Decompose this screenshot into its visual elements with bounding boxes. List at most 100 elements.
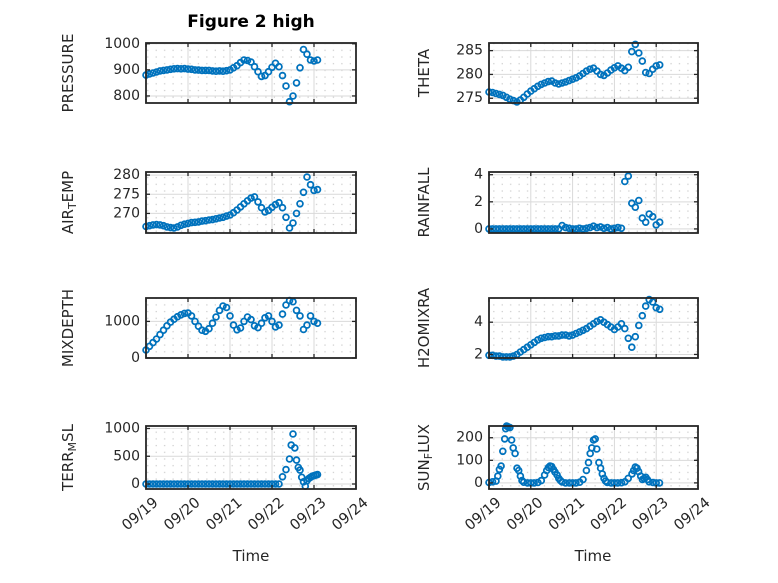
- x-tick-label: 09/19: [119, 495, 161, 534]
- data-point: [296, 312, 304, 320]
- data-point: [493, 472, 502, 480]
- data-point: [215, 306, 224, 315]
- y-tick-label: 200: [456, 430, 483, 446]
- y-tick-label: 0: [131, 476, 140, 492]
- data-point: [551, 332, 559, 340]
- data-point: [194, 218, 203, 226]
- y-tick-label: 2: [474, 194, 483, 210]
- data-point: [506, 423, 514, 432]
- data-point: [631, 40, 640, 49]
- data-point: [152, 68, 161, 76]
- data-point: [275, 321, 283, 329]
- data-point: [254, 198, 262, 206]
- x-tick-label: 09/23: [287, 495, 329, 534]
- data-point: [506, 225, 514, 233]
- data-point: [558, 79, 566, 87]
- y-axis-label: RAINFALL: [415, 167, 433, 238]
- tick-marks: [488, 298, 699, 358]
- data-point: [233, 480, 241, 488]
- data-point: [219, 480, 227, 488]
- data-point: [540, 79, 549, 87]
- data-point: [212, 215, 220, 223]
- data-point: [499, 353, 507, 361]
- y-tick-label: 275: [113, 186, 140, 202]
- data-point: [201, 480, 210, 488]
- data-point: [250, 62, 259, 71]
- data-point: [492, 89, 500, 98]
- data-point: [240, 317, 248, 326]
- data-point: [159, 480, 168, 488]
- data-point: [254, 323, 262, 332]
- data-point: [219, 213, 227, 222]
- data-point: [285, 455, 294, 463]
- data-point: [617, 319, 626, 328]
- data-point: [247, 480, 255, 488]
- data-point: [180, 220, 189, 229]
- data-point: [537, 476, 546, 485]
- data-point: [620, 177, 629, 186]
- y-tick-label: 275: [456, 90, 483, 106]
- data-point: [180, 309, 189, 318]
- tick-marks: [488, 172, 699, 233]
- minor-grid: [146, 426, 356, 489]
- y-tick-label: 0: [131, 350, 140, 366]
- data-point: [296, 64, 304, 72]
- y-tick-label: 4: [474, 314, 483, 330]
- data-point: [617, 478, 626, 487]
- data-point: [523, 225, 532, 233]
- x-tick-label: 09/22: [588, 495, 630, 534]
- data-point: [271, 480, 280, 488]
- data-point: [278, 472, 287, 481]
- axes-box: [488, 297, 699, 359]
- data-point: [492, 225, 500, 233]
- data-point: [264, 67, 273, 76]
- data-point: [299, 45, 308, 54]
- data-point: [215, 480, 224, 488]
- y-tick-label: 285: [456, 43, 483, 59]
- data-point: [558, 331, 566, 339]
- data-point: [561, 78, 570, 86]
- data-point: [561, 223, 570, 232]
- data-point: [303, 50, 311, 58]
- data-point: [205, 480, 213, 488]
- data-point: [163, 223, 171, 231]
- data-point: [313, 319, 322, 328]
- data-point: [533, 225, 542, 233]
- data-point: [551, 79, 559, 87]
- data-point: [205, 324, 213, 333]
- data-point: [243, 480, 252, 488]
- subplot-mixdepth: 0 1000 MIXDEPTH: [59, 289, 357, 367]
- data-point: [568, 75, 577, 83]
- y-tick-label: 1000: [104, 36, 140, 52]
- data-point: [586, 223, 594, 232]
- data-point: [285, 224, 294, 232]
- data-point: [191, 317, 199, 326]
- y-axis-label: TERRMSL: [59, 423, 79, 492]
- data-point: [257, 480, 266, 488]
- x-tick-label: 09/22: [245, 495, 287, 534]
- data-point: [163, 66, 171, 74]
- data-point: [634, 196, 643, 205]
- data-point: [296, 200, 304, 208]
- data-point: [198, 326, 206, 335]
- data-point: [634, 321, 643, 330]
- figure-title: Figure 2 high: [187, 12, 315, 32]
- data-point: [584, 458, 593, 467]
- data-point: [620, 324, 629, 333]
- data-point: [264, 480, 273, 488]
- data-point: [240, 480, 248, 488]
- subplot-air-temp: 270 275 280 AIRTEMP: [59, 167, 357, 234]
- data-point: [511, 449, 519, 458]
- y-axis-label: MIXDEPTH: [59, 289, 77, 367]
- data-point: [156, 480, 164, 488]
- data-point: [497, 462, 505, 470]
- data-point: [631, 203, 640, 212]
- y-tick-label: 500: [113, 448, 140, 464]
- data-point: [198, 480, 206, 488]
- tick-marks: [145, 43, 357, 103]
- axes-box: [145, 171, 357, 234]
- data-point: [247, 194, 255, 202]
- data-point: [631, 332, 640, 341]
- data-point: [257, 319, 266, 328]
